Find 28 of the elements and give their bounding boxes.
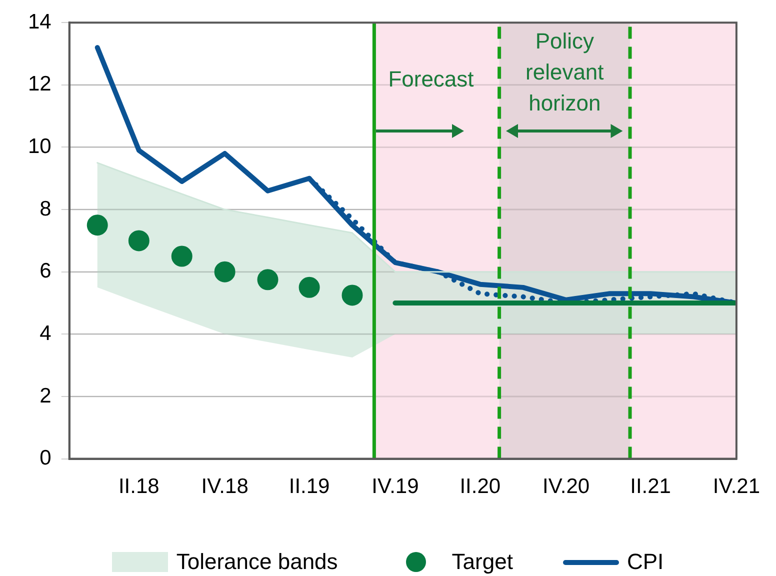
point bbox=[128, 230, 150, 252]
point bbox=[257, 269, 278, 290]
y-tick-label: 0 bbox=[40, 446, 52, 470]
x-tick-label: II.21 bbox=[630, 475, 671, 498]
y-tick-label: 8 bbox=[40, 197, 52, 220]
point bbox=[298, 276, 320, 298]
y-tick-label: 10 bbox=[28, 135, 52, 158]
point bbox=[86, 214, 108, 236]
y-tick-label: 14 bbox=[28, 10, 52, 34]
point bbox=[214, 261, 236, 282]
x-tick-label: IV.19 bbox=[372, 475, 419, 498]
ref-line-label: Forecast bbox=[388, 66, 474, 92]
legend-label: Target bbox=[452, 549, 513, 575]
x-tick-label: II.19 bbox=[288, 475, 330, 498]
x-tick-label: II.18 bbox=[118, 475, 160, 498]
y-tick-label: 2 bbox=[40, 384, 52, 408]
band-label: Policy relevant horizon bbox=[526, 28, 604, 116]
y-tick-label: 4 bbox=[40, 322, 52, 345]
point bbox=[342, 284, 363, 306]
x-tick-label: II.20 bbox=[460, 475, 501, 498]
x-tick-label: IV.21 bbox=[712, 475, 760, 498]
legend-label: CPI bbox=[626, 549, 664, 575]
legend-label: Tolerance bands bbox=[176, 549, 338, 575]
x-tick-label: IV.18 bbox=[201, 475, 248, 498]
y-tick-label: 12 bbox=[28, 72, 52, 96]
y-tick-label: 6 bbox=[40, 260, 52, 283]
x-tick-label: IV.20 bbox=[542, 475, 590, 498]
point bbox=[171, 246, 192, 267]
